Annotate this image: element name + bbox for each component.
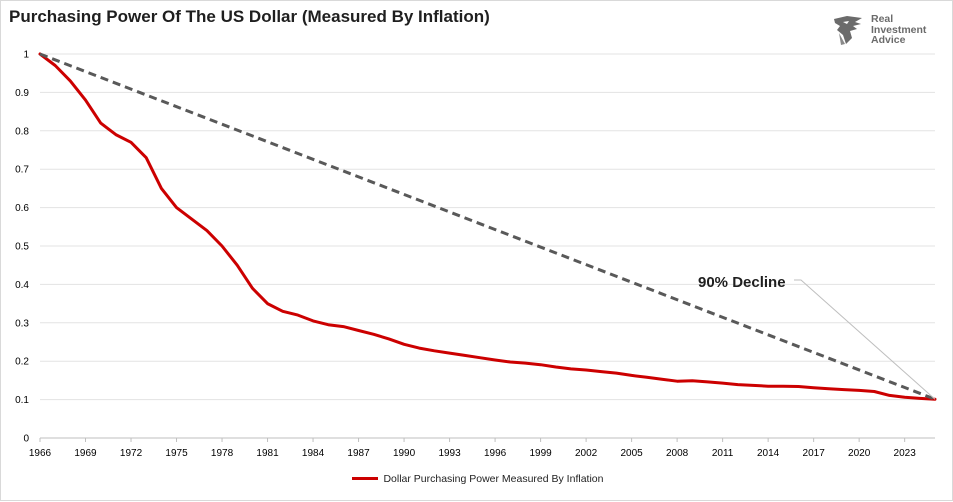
brand-line-3: Advice <box>871 34 906 47</box>
annotations: 90% Decline <box>698 274 936 400</box>
x-tick-label: 2014 <box>757 448 780 459</box>
series-line-purchasing-power <box>38 52 937 401</box>
x-tick-label: 2002 <box>575 448 598 459</box>
x-tick-label: 2020 <box>848 448 871 459</box>
x-tick-label: 1978 <box>211 448 234 459</box>
brand-line-1: Real <box>871 13 894 26</box>
y-tick-label: 0.1 <box>15 395 29 406</box>
gridlines <box>40 53 935 401</box>
x-tick-label: 1993 <box>438 448 461 459</box>
y-tick-label: 0.5 <box>15 242 29 253</box>
x-tick-label: 2005 <box>620 448 643 459</box>
x-tick-label: 1996 <box>484 448 507 459</box>
annotation-label: 90% Decline <box>698 274 786 291</box>
legend: Dollar Purchasing Power Measured By Infl… <box>1 473 953 485</box>
x-tick-label: 1981 <box>256 448 279 459</box>
annotation-leader-line <box>794 279 936 400</box>
eagle-logo-icon <box>834 16 862 45</box>
y-axis-tick-labels: 0 0.1 0.2 0.3 0.4 0.5 0.6 0.7 0.8 0.9 1 <box>15 50 29 445</box>
x-tick-label: 1972 <box>120 448 143 459</box>
x-tick-label: 1966 <box>29 448 52 459</box>
chart-title: Purchasing Power Of The US Dollar (Measu… <box>9 7 490 26</box>
y-tick-label: 0.7 <box>15 165 29 176</box>
series-lines <box>38 52 937 401</box>
x-tick-label: 2011 <box>712 448 734 459</box>
legend-swatch <box>351 476 378 480</box>
trend-line-dashed <box>39 52 936 401</box>
x-tick-label: 1975 <box>165 448 188 459</box>
y-tick-label: 0.9 <box>15 88 29 99</box>
y-tick-label: 0 <box>23 434 29 445</box>
legend-label: Dollar Purchasing Power Measured By Infl… <box>383 473 604 485</box>
y-tick-label: 1 <box>23 50 29 61</box>
x-axis-tick-labels: 1966 1969 1972 1975 1978 1981 1984 1987 1990 1993… <box>29 448 916 459</box>
x-tick-label: 1987 <box>347 448 370 459</box>
x-tick-label: 2017 <box>803 448 826 459</box>
x-tick-label: 2008 <box>666 448 689 459</box>
y-tick-label: 0.6 <box>15 203 29 214</box>
y-tick-label: 0.2 <box>15 357 29 368</box>
brand-logo: Real Investment Advice <box>831 13 926 47</box>
brand-name: Real Investment Advice <box>871 14 926 46</box>
brand-line-2: Investment <box>871 23 927 36</box>
y-tick-label: 0.8 <box>15 126 29 137</box>
x-tick-label: 1990 <box>393 448 416 459</box>
x-tick-label: 1984 <box>302 448 325 459</box>
y-tick-label: 0.3 <box>15 318 29 329</box>
x-tick-label: 1999 <box>529 448 552 459</box>
y-tick-label: 0.4 <box>15 280 29 291</box>
x-tick-label: 1969 <box>74 448 97 459</box>
x-tick-label: 2023 <box>894 448 917 459</box>
x-axis <box>39 437 935 442</box>
